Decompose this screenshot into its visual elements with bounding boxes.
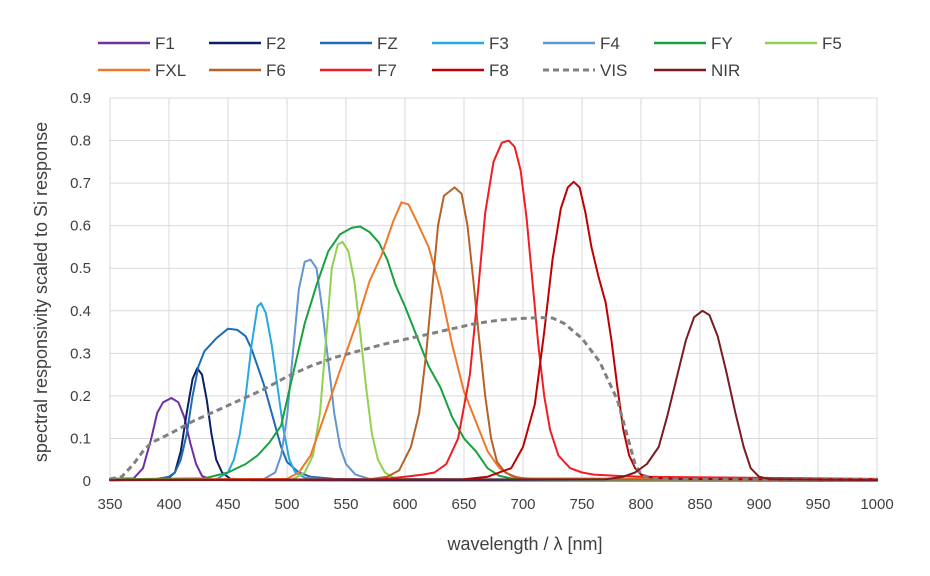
legend-item-f6: F6 bbox=[209, 61, 286, 80]
series-line-vis bbox=[109, 316, 878, 482]
legend-item-f8: F8 bbox=[432, 61, 509, 80]
series-line-f7 bbox=[109, 139, 878, 482]
y-tick-label: 0.7 bbox=[70, 175, 91, 192]
y-tick-label: 0.2 bbox=[70, 388, 91, 405]
series-lines bbox=[109, 139, 878, 482]
grid bbox=[109, 97, 878, 482]
x-tick-label: 750 bbox=[569, 496, 594, 513]
series-line-f2 bbox=[109, 367, 878, 482]
legend-item-fz: FZ bbox=[320, 34, 398, 53]
y-tick-label: 0.9 bbox=[70, 90, 91, 107]
x-tick-label: 600 bbox=[392, 496, 417, 513]
y-tick-label: 0 bbox=[83, 473, 91, 490]
series-line-fz bbox=[109, 327, 878, 482]
series-line-f6 bbox=[109, 186, 878, 482]
legend-label: F2 bbox=[266, 34, 286, 53]
legend-label: FZ bbox=[377, 34, 398, 53]
legend-item-f7: F7 bbox=[320, 61, 397, 80]
x-tick-label: 650 bbox=[451, 496, 476, 513]
legend-item-f4: F4 bbox=[543, 34, 620, 53]
x-tick-label: 1000 bbox=[860, 496, 893, 513]
series-line-nir bbox=[109, 309, 878, 482]
legend-item-fxl: FXL bbox=[98, 61, 186, 80]
x-tick-label: 900 bbox=[746, 496, 771, 513]
y-tick-label: 0.6 bbox=[70, 218, 91, 235]
x-tick-label: 500 bbox=[274, 496, 299, 513]
y-tick-label: 0.4 bbox=[70, 303, 91, 320]
legend-item-nir: NIR bbox=[654, 61, 740, 80]
legend-item-f2: F2 bbox=[209, 34, 286, 53]
legend-label: VIS bbox=[600, 61, 627, 80]
legend-label: FY bbox=[711, 34, 733, 53]
legend-label: F3 bbox=[489, 34, 509, 53]
legend-item-f1: F1 bbox=[98, 34, 175, 53]
legend-label: FXL bbox=[155, 61, 186, 80]
x-tick-label: 350 bbox=[97, 496, 122, 513]
legend: F1 F2 FZ F3 F4 FY F5 FXL F6 F7 F8 VIS NIR bbox=[98, 34, 842, 80]
x-axis-title: wavelength / λ [nm] bbox=[446, 534, 602, 554]
y-tick-label: 0.1 bbox=[70, 430, 91, 447]
legend-label: F1 bbox=[155, 34, 175, 53]
legend-label: F7 bbox=[377, 61, 397, 80]
y-tick-label: 0.5 bbox=[70, 260, 91, 277]
x-tick-label: 400 bbox=[156, 496, 181, 513]
y-axis-title: spectral responsivity scaled to Si respo… bbox=[31, 122, 51, 462]
axes: 350 400 450 500 550 600 650 700 750 800 850 900 950 1… bbox=[70, 90, 894, 513]
series-line-f1 bbox=[109, 397, 878, 482]
series-line-fxl bbox=[109, 201, 878, 481]
y-tick-label: 0.8 bbox=[70, 133, 91, 150]
legend-item-fy: FY bbox=[654, 34, 733, 53]
series-line-f3 bbox=[109, 302, 878, 482]
legend-item-f5: F5 bbox=[765, 34, 842, 53]
series-line-fy bbox=[109, 225, 878, 481]
legend-item-f3: F3 bbox=[432, 34, 509, 53]
legend-label: F6 bbox=[266, 61, 286, 80]
y-tick-label: 0.3 bbox=[70, 345, 91, 362]
legend-item-vis: VIS bbox=[543, 61, 627, 80]
x-tick-label: 950 bbox=[805, 496, 830, 513]
x-tick-label: 700 bbox=[510, 496, 535, 513]
x-tick-label: 550 bbox=[333, 496, 358, 513]
x-tick-label: 450 bbox=[215, 496, 240, 513]
legend-label: F4 bbox=[600, 34, 620, 53]
legend-label: F8 bbox=[489, 61, 509, 80]
x-tick-label: 850 bbox=[687, 496, 712, 513]
legend-label: F5 bbox=[822, 34, 842, 53]
series-line-f8 bbox=[109, 180, 878, 482]
series-line-f4 bbox=[109, 258, 878, 482]
legend-label: NIR bbox=[711, 61, 740, 80]
series-line-f5 bbox=[109, 240, 878, 482]
x-tick-label: 800 bbox=[628, 496, 653, 513]
